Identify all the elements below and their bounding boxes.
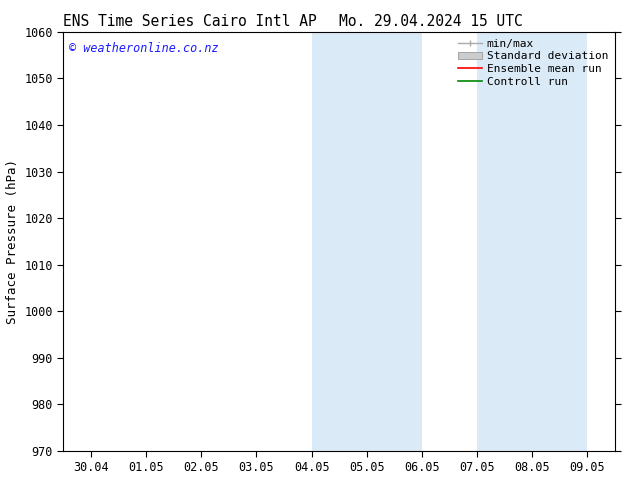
Text: Mo. 29.04.2024 15 UTC: Mo. 29.04.2024 15 UTC	[339, 14, 523, 29]
Text: © weatheronline.co.nz: © weatheronline.co.nz	[69, 42, 219, 55]
Bar	[477, 32, 588, 451]
Bar	[312, 32, 422, 451]
Y-axis label: Surface Pressure (hPa): Surface Pressure (hPa)	[6, 159, 19, 324]
Legend: min/max, Standard deviation, Ensemble mean run, Controll run: min/max, Standard deviation, Ensemble me…	[453, 34, 612, 91]
Text: ENS Time Series Cairo Intl AP: ENS Time Series Cairo Intl AP	[63, 14, 317, 29]
